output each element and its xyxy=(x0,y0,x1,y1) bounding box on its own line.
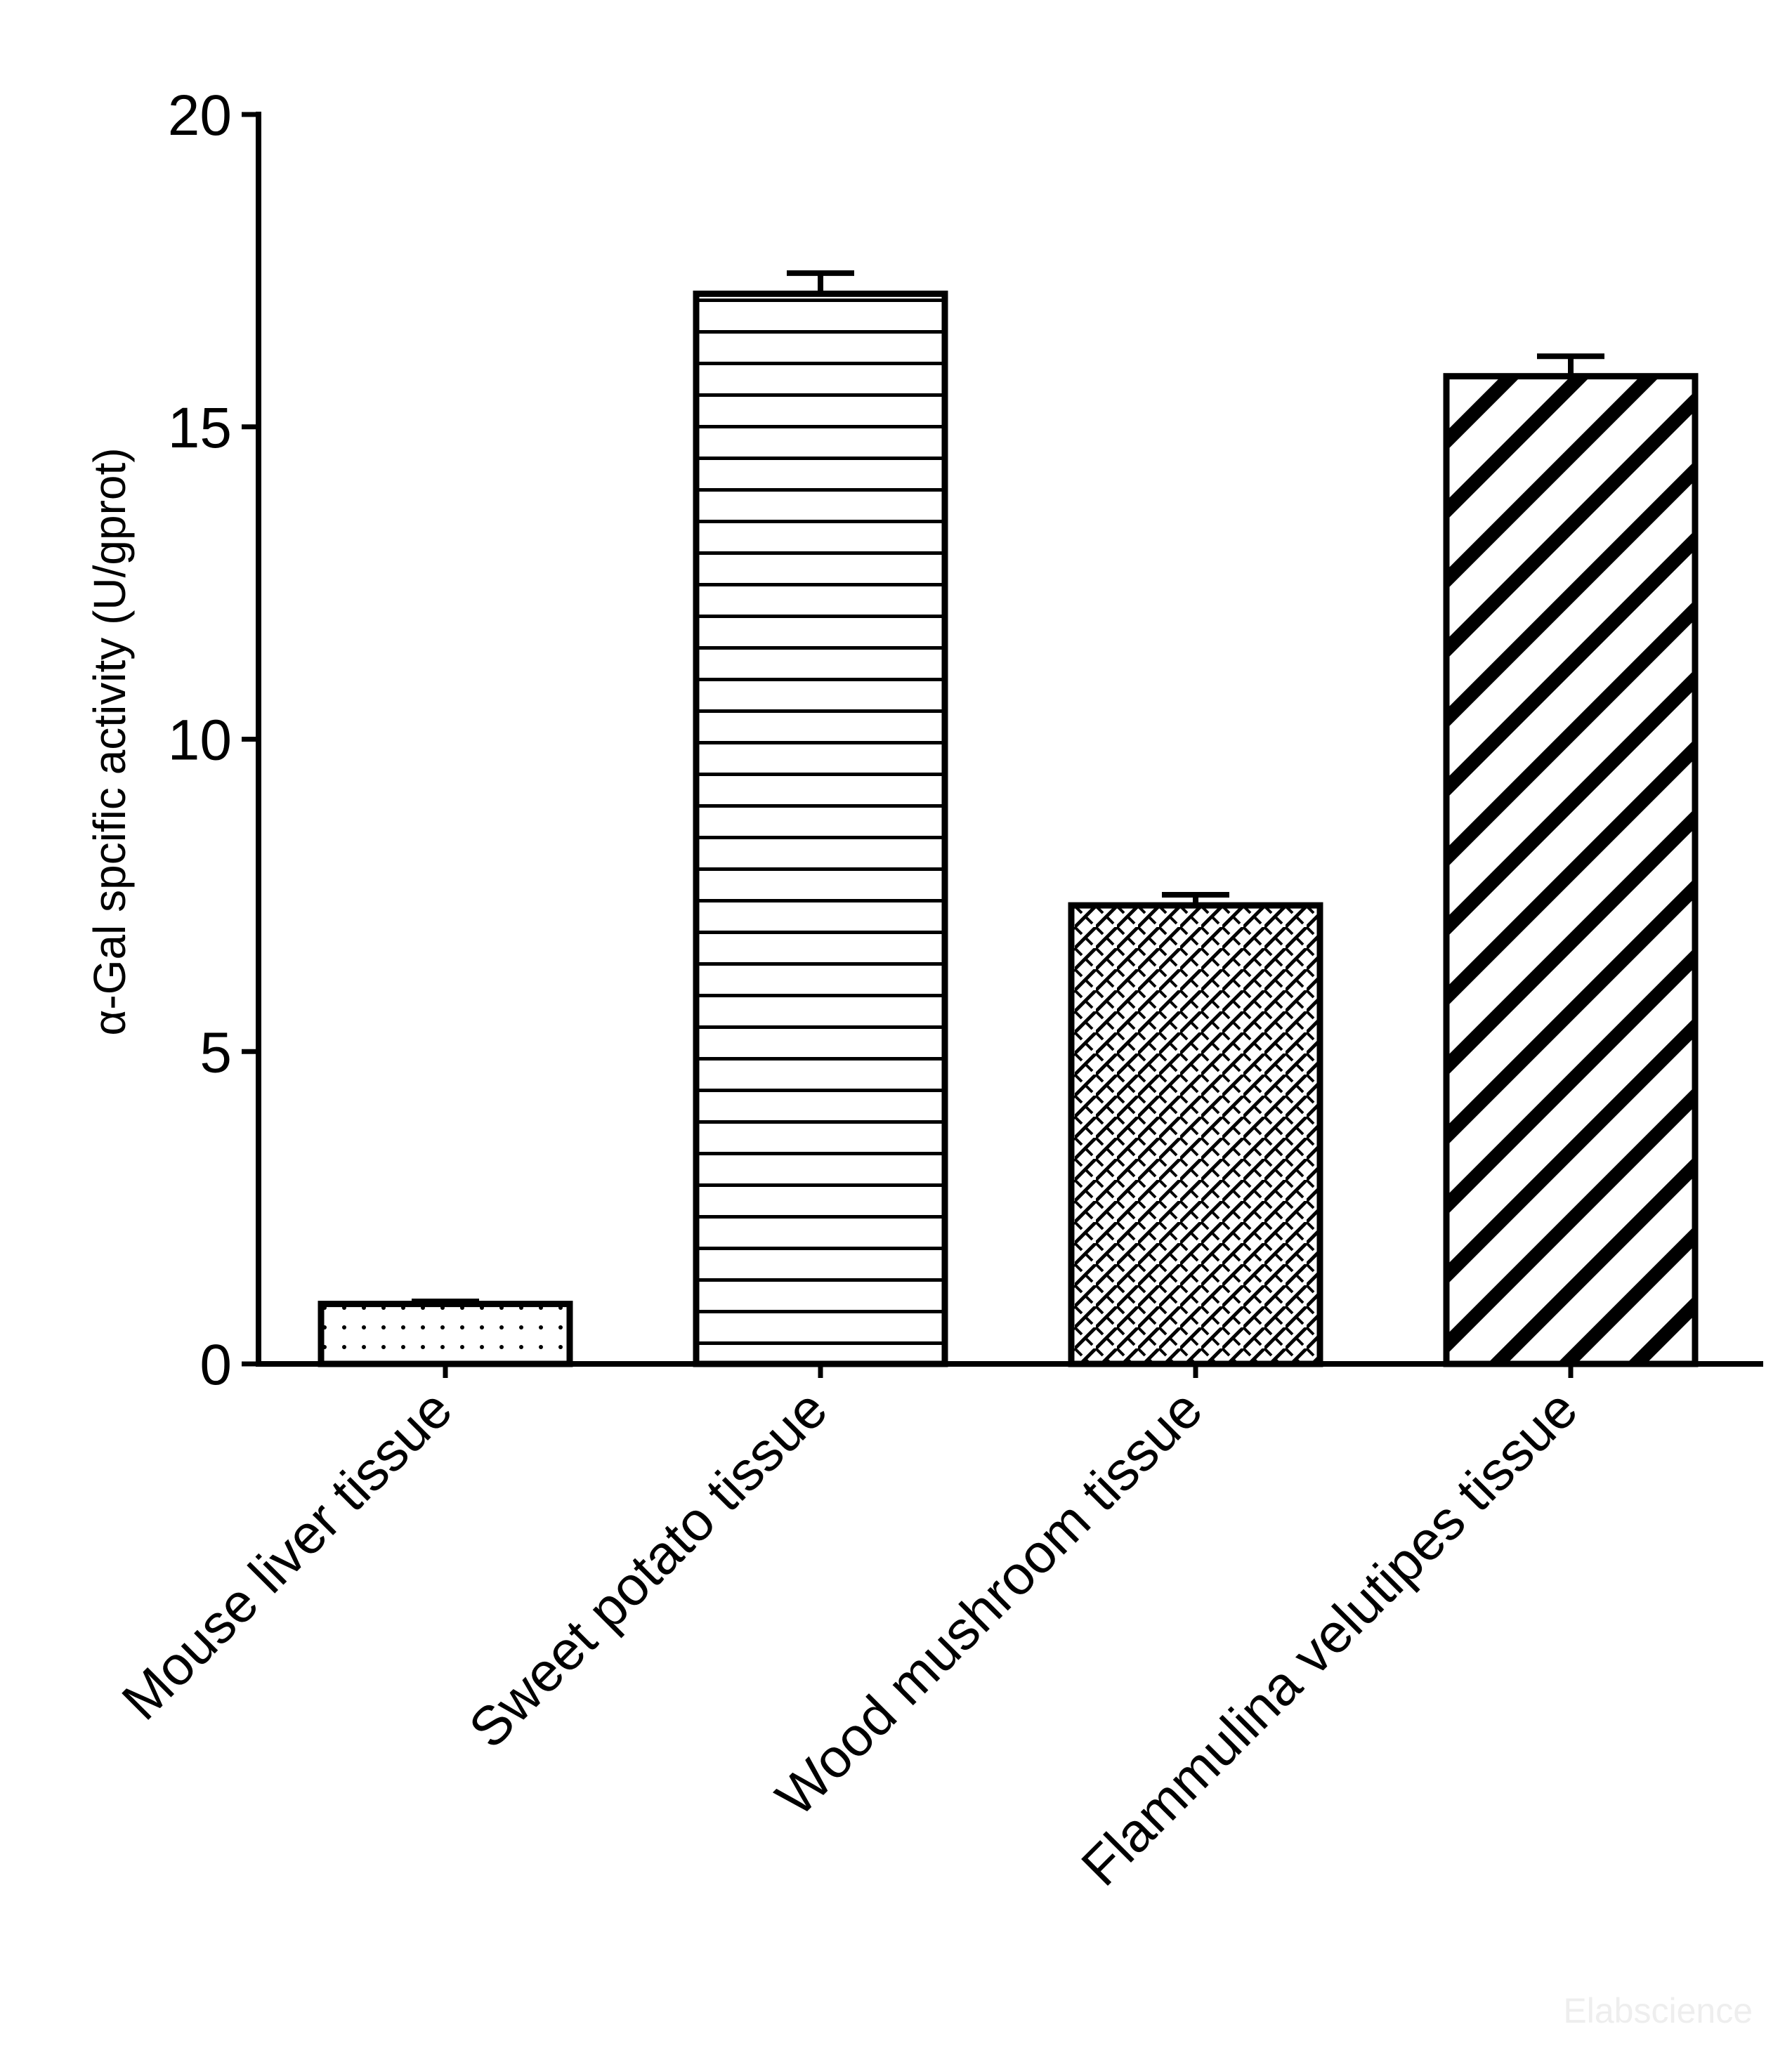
bar xyxy=(693,290,948,1367)
y-tick-label: 20 xyxy=(168,84,232,147)
x-tick-label: Sweet potato tissue xyxy=(457,1378,839,1760)
y-tick-label: 15 xyxy=(168,396,232,460)
y-tick-label: 5 xyxy=(200,1020,232,1084)
watermark: Elabscience xyxy=(1563,1991,1753,2030)
y-axis-label: α-Gal spcific activity (U/gprot) xyxy=(84,447,135,1035)
y-tick-label: 0 xyxy=(200,1333,232,1397)
bar xyxy=(1443,373,1699,1367)
bar xyxy=(318,1301,573,1367)
y-tick-label: 10 xyxy=(168,709,232,773)
x-tick-label: Mouse liver tissue xyxy=(110,1378,464,1732)
x-tick-label: Wood mushroom tissue xyxy=(764,1378,1214,1828)
bar xyxy=(1068,902,1323,1367)
